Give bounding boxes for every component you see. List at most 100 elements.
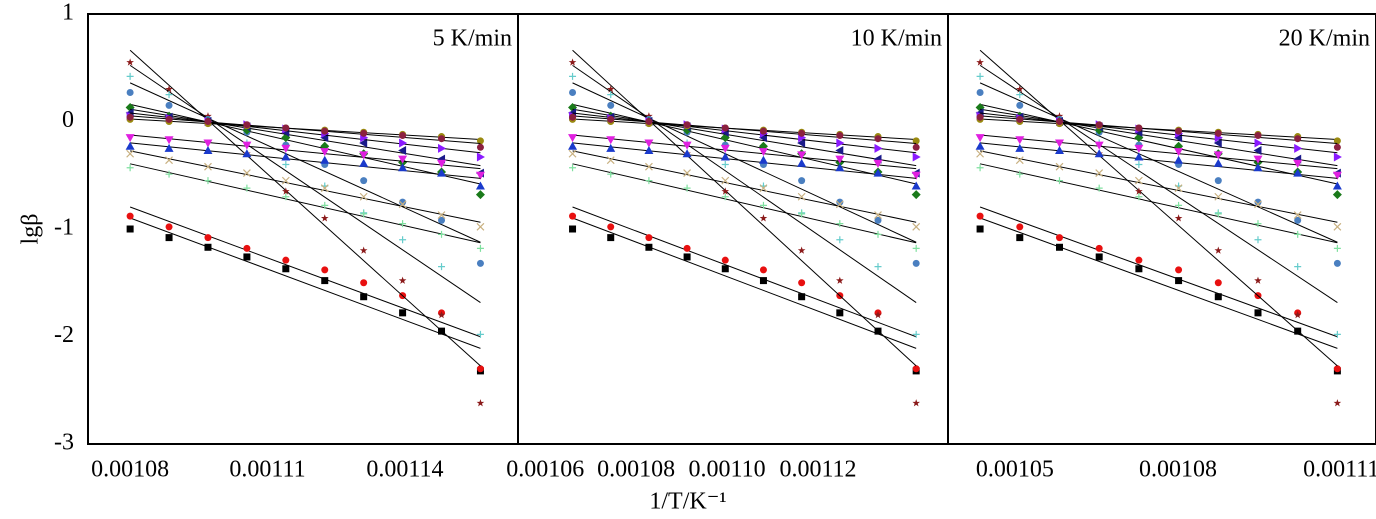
data-point bbox=[1333, 259, 1341, 267]
data-point bbox=[645, 234, 653, 242]
fit-line bbox=[572, 142, 917, 179]
data-point bbox=[874, 135, 882, 143]
data-point bbox=[1293, 311, 1302, 319]
fit-line bbox=[980, 115, 1338, 144]
data-point bbox=[912, 143, 920, 151]
data-point bbox=[1135, 193, 1143, 201]
data-point bbox=[874, 263, 882, 271]
fit-line bbox=[980, 142, 1338, 179]
data-point bbox=[607, 115, 615, 123]
data-point bbox=[398, 276, 407, 284]
data-point bbox=[798, 210, 806, 218]
data-point bbox=[1055, 162, 1064, 171]
data-point bbox=[1174, 155, 1184, 164]
data-point bbox=[721, 161, 729, 168]
data-point bbox=[874, 311, 882, 319]
data-point bbox=[874, 143, 883, 153]
data-point bbox=[399, 138, 408, 148]
data-point bbox=[645, 112, 653, 120]
fit-line bbox=[572, 115, 917, 144]
fit-line bbox=[572, 150, 917, 223]
data-point bbox=[204, 112, 212, 120]
data-point bbox=[243, 253, 251, 261]
data-point bbox=[438, 135, 446, 143]
fit-line bbox=[572, 206, 917, 338]
data-point bbox=[1094, 141, 1104, 150]
x-tick-label: 0.00111 bbox=[1303, 457, 1376, 483]
x-tick-label: 0.00108 bbox=[91, 457, 169, 483]
data-point bbox=[204, 177, 212, 185]
data-point bbox=[874, 216, 882, 224]
data-point bbox=[476, 152, 485, 162]
data-point bbox=[165, 91, 173, 99]
data-point bbox=[359, 192, 368, 201]
data-point bbox=[607, 223, 615, 231]
data-point bbox=[1214, 129, 1222, 137]
data-point bbox=[1214, 279, 1222, 287]
data-point bbox=[683, 244, 691, 252]
data-point bbox=[1214, 192, 1223, 201]
data-point bbox=[1095, 253, 1103, 261]
data-point bbox=[437, 211, 446, 219]
data-point bbox=[281, 152, 291, 161]
data-point bbox=[1254, 131, 1262, 139]
data-point bbox=[873, 168, 883, 177]
data-point bbox=[1015, 143, 1025, 152]
data-point bbox=[682, 125, 692, 135]
data-point bbox=[912, 244, 920, 252]
data-point bbox=[645, 118, 653, 125]
data-point bbox=[125, 141, 135, 150]
data-point bbox=[126, 58, 134, 66]
data-point bbox=[644, 162, 653, 171]
x-tick-label: 0.00111 bbox=[229, 457, 305, 483]
data-point bbox=[836, 131, 844, 139]
data-point bbox=[242, 125, 252, 135]
data-point bbox=[476, 137, 484, 145]
data-point bbox=[683, 253, 691, 261]
data-point bbox=[1015, 85, 1024, 93]
data-point bbox=[797, 246, 806, 254]
data-point bbox=[360, 129, 368, 137]
data-point bbox=[568, 141, 578, 150]
data-point bbox=[798, 177, 806, 185]
data-point bbox=[836, 138, 845, 148]
data-point bbox=[759, 184, 768, 193]
data-point bbox=[437, 168, 447, 177]
y-tick-label: 0 bbox=[62, 107, 74, 133]
data-point bbox=[682, 149, 692, 158]
panel: 20 K/min 0.00105 0.00108 0.00111 bbox=[947, 13, 1376, 483]
data-point bbox=[1333, 137, 1341, 145]
data-point bbox=[1293, 159, 1303, 168]
data-point bbox=[683, 184, 691, 192]
fit-line bbox=[130, 115, 481, 144]
data-point bbox=[243, 121, 251, 129]
data-point bbox=[1294, 135, 1302, 143]
data-point bbox=[476, 244, 484, 252]
fit-line bbox=[979, 206, 1338, 338]
data-point bbox=[321, 201, 329, 209]
data-point bbox=[1213, 151, 1223, 160]
data-point bbox=[126, 164, 134, 172]
data-point bbox=[606, 156, 615, 165]
data-point bbox=[1254, 198, 1262, 206]
data-point bbox=[1294, 216, 1302, 224]
data-point bbox=[1055, 177, 1063, 185]
data-point bbox=[1135, 124, 1143, 132]
fit-line bbox=[572, 82, 917, 243]
data-point bbox=[836, 220, 844, 228]
data-point bbox=[1094, 125, 1104, 135]
fit-line bbox=[572, 49, 917, 367]
data-point bbox=[1294, 230, 1302, 238]
data-point bbox=[165, 156, 173, 165]
y-axis-label: lgβ bbox=[18, 214, 44, 245]
data-point bbox=[1333, 399, 1342, 407]
data-point bbox=[1095, 184, 1103, 192]
panel-frame bbox=[947, 13, 1376, 445]
fit-line bbox=[572, 103, 917, 185]
data-point bbox=[320, 148, 330, 157]
fit-line bbox=[980, 108, 1338, 167]
data-point bbox=[165, 85, 173, 93]
data-point bbox=[165, 234, 173, 242]
data-point bbox=[836, 309, 844, 317]
